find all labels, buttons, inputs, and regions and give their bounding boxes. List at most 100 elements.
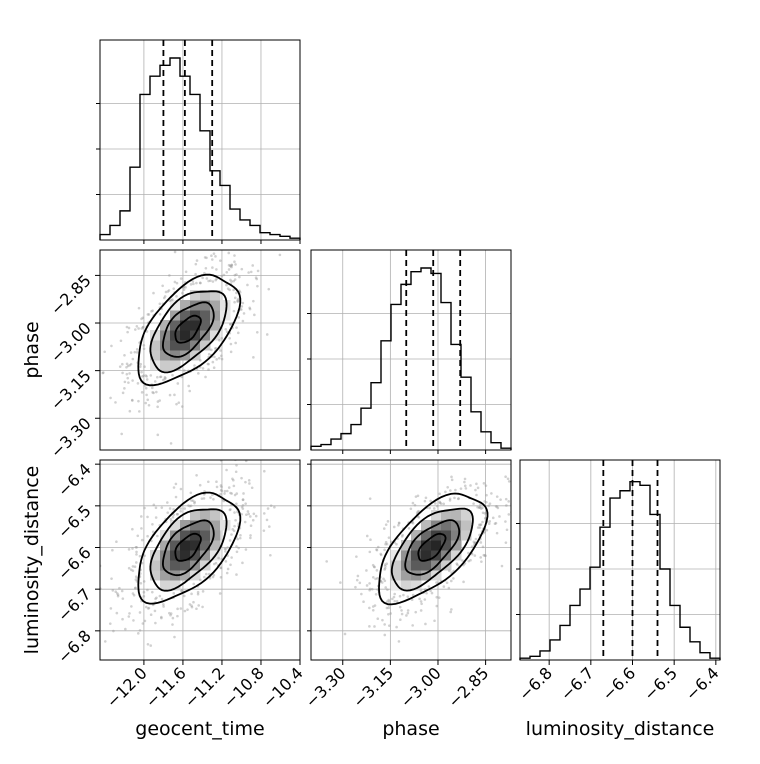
scatter-point: [450, 478, 454, 482]
scatter-point: [385, 606, 389, 610]
scatter-point: [411, 501, 415, 505]
scatter-point: [481, 520, 484, 524]
scatter-point: [398, 594, 402, 598]
scatter-point: [115, 611, 119, 615]
scatter-point: [169, 613, 172, 617]
contour-geocent-time-vs-luminosity-distance: [161, 519, 215, 577]
scatter-point: [110, 577, 113, 580]
density-cell: [190, 510, 201, 521]
scatter-point: [231, 477, 234, 481]
scatter-point: [386, 520, 390, 523]
scatter-point: [176, 382, 180, 385]
scatter-point: [375, 548, 378, 551]
scatter-point: [247, 512, 251, 516]
density-cell: [411, 540, 422, 551]
scatter-point: [507, 513, 511, 516]
scatter-point: [120, 432, 123, 436]
scatter-point: [506, 477, 510, 481]
scatter-point: [339, 581, 342, 584]
scatter-point: [477, 523, 481, 527]
scatter-point: [233, 493, 237, 497]
density-cell: [441, 560, 452, 571]
scatter-point: [172, 592, 176, 595]
density-cell: [160, 560, 171, 571]
scatter-point: [173, 280, 177, 284]
scatter-point: [173, 393, 176, 397]
scatter-point: [193, 501, 196, 505]
scatter-point: [231, 528, 235, 531]
scatter-point: [205, 277, 209, 280]
scatter-point: [406, 595, 410, 598]
scatter-point: [473, 541, 476, 545]
ytick-label-phase: −3.30: [47, 414, 95, 462]
scatter-point: [204, 266, 208, 270]
density-cell: [451, 520, 462, 531]
density-cell: [421, 560, 432, 571]
density-cell: [150, 340, 161, 351]
scatter-point: [177, 401, 181, 404]
scatter-point: [210, 258, 214, 261]
scatter-point: [137, 399, 140, 403]
scatter-point: [189, 283, 193, 286]
scatter-point: [226, 567, 230, 571]
scatter-point: [371, 605, 375, 608]
scatter-point: [140, 317, 143, 321]
scatter-point: [245, 513, 248, 517]
scatter-point: [234, 470, 238, 474]
scatter-point: [447, 586, 451, 590]
scatter-point: [385, 542, 389, 546]
scatter-point: [429, 499, 432, 503]
density-cell: [391, 560, 402, 571]
scatter-point: [151, 309, 154, 312]
scatter-point: [196, 590, 200, 594]
scatter-point: [485, 493, 488, 497]
scatter-point: [504, 520, 507, 523]
scatter-point: [224, 550, 227, 553]
scatter-point: [194, 262, 198, 266]
scatter-point: [169, 612, 173, 615]
scatter-point: [198, 483, 202, 487]
scatter-point: [152, 391, 155, 395]
scatter-point: [467, 551, 470, 555]
scatter-point: [381, 618, 384, 622]
scatter-point: [189, 504, 193, 508]
histogram-luminosity-distance: [519, 480, 721, 660]
scatter-point: [147, 313, 151, 316]
density-cell: [170, 560, 181, 571]
scatter-point: [163, 377, 166, 381]
scatter-point: [144, 374, 148, 377]
scatter-point: [161, 284, 164, 288]
scatter-point: [209, 496, 212, 499]
density-cell: [150, 550, 161, 561]
scatter-point: [195, 607, 198, 611]
scatter-point: [467, 559, 471, 563]
scatter-point: [373, 565, 376, 569]
contour-geocent-time-vs-phase: [137, 273, 242, 387]
scatter-point: [171, 616, 175, 620]
scatter-point: [249, 515, 252, 518]
density-cell: [441, 540, 452, 551]
scatter-point: [362, 600, 365, 603]
scatter-point: [135, 550, 138, 554]
x-axis-label-luminosity-distance: luminosity_distance: [526, 718, 715, 740]
scatter-point: [504, 475, 507, 478]
scatter-point: [147, 606, 151, 610]
scatter-point: [232, 309, 236, 313]
scatter-point: [173, 635, 176, 639]
scatter-point: [383, 548, 386, 552]
scatter-point: [145, 375, 148, 378]
scatter-point: [201, 590, 205, 593]
scatter-point: [457, 497, 460, 501]
scatter-point: [237, 546, 240, 550]
scatter-point: [109, 396, 112, 400]
scatter-point: [423, 499, 427, 503]
scatter-point: [141, 622, 145, 625]
scatter-point: [241, 498, 245, 501]
scatter-point: [482, 553, 486, 557]
scatter-point: [360, 592, 363, 596]
scatter-point: [236, 300, 239, 303]
scatter-point: [156, 405, 159, 409]
scatter-point: [244, 480, 247, 484]
scatter-point: [207, 279, 210, 283]
scatter-point: [233, 273, 237, 277]
